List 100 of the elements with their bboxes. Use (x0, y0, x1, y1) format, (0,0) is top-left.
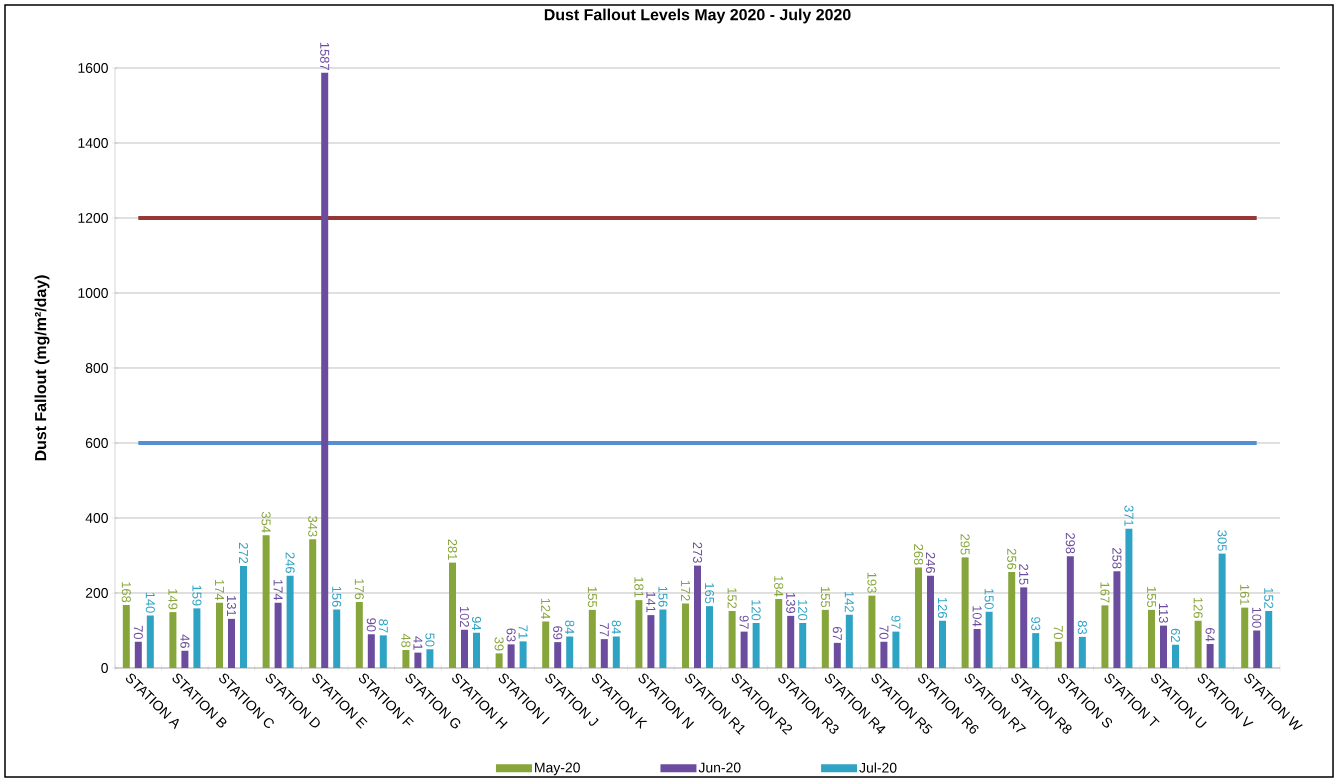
bar (787, 615, 795, 668)
bar (519, 641, 527, 668)
data-label: 193 (867, 572, 877, 593)
bar (169, 612, 177, 668)
data-label: 156 (658, 586, 668, 607)
bar (262, 535, 270, 668)
bar (985, 611, 993, 668)
y-tick-label: 1600 (78, 63, 108, 73)
data-label: 149 (168, 589, 178, 610)
data-label: 174 (273, 579, 283, 601)
bar (402, 650, 410, 668)
bar (1148, 609, 1156, 668)
bar (134, 641, 142, 668)
legend-label: Jul-20 (859, 762, 897, 773)
bar (1008, 572, 1016, 668)
bar (845, 614, 853, 668)
legend-label: May-20 (535, 762, 580, 776)
bar (1113, 571, 1121, 668)
data-label: 155 (1147, 587, 1157, 608)
bar (682, 603, 690, 668)
data-label: 258 (1112, 548, 1122, 569)
bar (973, 629, 981, 668)
data-label: 343 (308, 516, 318, 537)
data-label: 124 (541, 598, 551, 619)
data-label: 215 (1019, 564, 1029, 585)
legend-label: Jun-20 (698, 762, 741, 773)
bar (1066, 556, 1074, 668)
data-label: 256 (1007, 548, 1017, 570)
bar (1101, 605, 1109, 668)
data-label: 131 (226, 596, 237, 617)
data-label: 84 (611, 620, 621, 634)
data-label: 176 (354, 579, 364, 600)
bar (659, 609, 667, 668)
data-label: 48 (401, 633, 411, 648)
bar (216, 602, 223, 668)
data-label: 120 (751, 600, 761, 621)
data-label: 69 (553, 626, 563, 640)
data-label: 161 (1240, 584, 1250, 605)
data-label: 150 (984, 588, 994, 610)
data-label: 155 (820, 587, 830, 608)
data-label: 70 (879, 625, 889, 640)
bar (122, 605, 130, 668)
bar (367, 634, 375, 668)
bar (274, 602, 282, 668)
data-label: 100 (1252, 607, 1262, 628)
bar (355, 602, 363, 668)
bar (799, 623, 807, 668)
data-label: 126 (1193, 597, 1203, 618)
bar (146, 615, 154, 668)
bar (833, 642, 841, 668)
data-label: 70 (133, 625, 143, 640)
data-label: 184 (774, 576, 784, 597)
data-label: 77 (599, 623, 609, 637)
bar (542, 621, 550, 668)
data-label: 174 (215, 579, 224, 601)
data-label: 113 (1158, 603, 1169, 623)
data-label: 272 (238, 542, 249, 564)
data-label: 87 (378, 619, 388, 633)
data-label: 273 (692, 542, 703, 563)
data-label: 70 (1053, 625, 1063, 640)
y-tick-label: 0 (101, 663, 108, 673)
data-label: 156 (332, 586, 342, 607)
bar (706, 606, 714, 668)
data-label: 126 (937, 597, 948, 618)
bar (1078, 636, 1086, 668)
data-label: 90 (366, 618, 376, 632)
data-label: 93 (1031, 617, 1041, 631)
data-label: 295 (960, 534, 970, 555)
bar (961, 557, 969, 668)
y-tick-label: 1000 (78, 288, 108, 298)
data-label: 152 (727, 588, 737, 609)
data-label: 139 (786, 593, 796, 614)
bar (821, 609, 829, 668)
bar (1125, 528, 1133, 668)
bar (414, 652, 422, 668)
bar (868, 595, 876, 668)
bar (694, 565, 702, 668)
data-label: 305 (1217, 530, 1227, 551)
bar (775, 599, 783, 668)
bar (193, 608, 201, 668)
bar (1253, 630, 1261, 668)
bar (1054, 641, 1062, 668)
data-label: 371 (1124, 505, 1134, 527)
bar (1206, 644, 1214, 668)
bar (1241, 607, 1249, 668)
bar (321, 72, 329, 668)
bar (473, 632, 481, 668)
data-label: 97 (739, 615, 749, 629)
chart-title: Dust Fallout Levels May 2020 - July 2020 (544, 8, 851, 24)
data-label: 83 (1077, 620, 1087, 635)
data-label: 62 (1170, 628, 1181, 642)
bar (647, 615, 655, 668)
bar (507, 644, 515, 668)
bar (1032, 633, 1040, 668)
data-label: 354 (261, 511, 271, 533)
bar (309, 539, 317, 668)
bar (1194, 620, 1202, 668)
data-label: 94 (471, 616, 482, 631)
bar (600, 639, 608, 668)
data-label: 120 (798, 600, 808, 621)
